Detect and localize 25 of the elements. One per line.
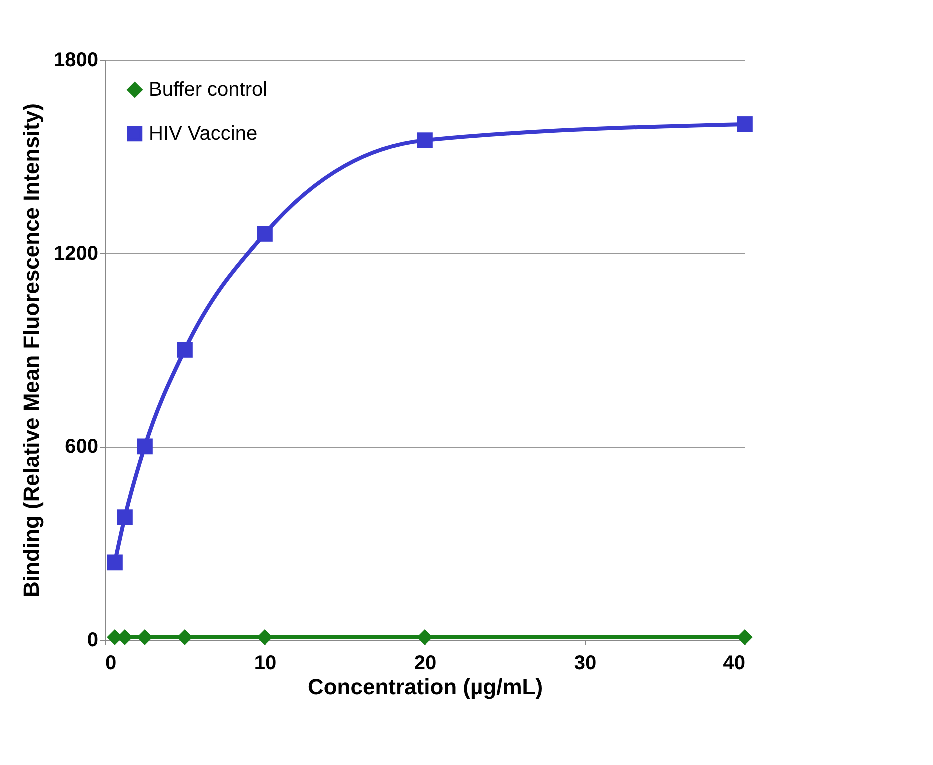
y-tick-label: 1200 [54,242,98,265]
x-tick-label: 10 [254,652,277,674]
y-axis-title: Binding (Relative Mean Fluorescence Intensity) [19,104,44,598]
y-tick-label: 0 [87,630,98,652]
x-tick-label: 30 [574,652,597,674]
legend-label: HIV Vaccine [149,123,258,145]
point [137,438,153,455]
point [417,132,433,148]
point [137,630,153,646]
point [107,554,123,571]
point [737,116,753,132]
y-tick-label: 600 [65,436,98,458]
legend-label: Buffer control [149,79,268,101]
x-tick-label: 0 [106,652,117,674]
x-axis-title: Concentration (µg/mL) [308,674,544,700]
point [117,510,133,526]
x-tick-label: 20 [414,652,437,674]
point [417,630,433,646]
point [257,630,273,646]
x-tick-label: 40 [723,652,746,674]
point [257,226,273,242]
point [177,630,193,646]
point [177,342,193,358]
y-tick-label: 1800 [54,50,98,72]
point [737,630,753,646]
